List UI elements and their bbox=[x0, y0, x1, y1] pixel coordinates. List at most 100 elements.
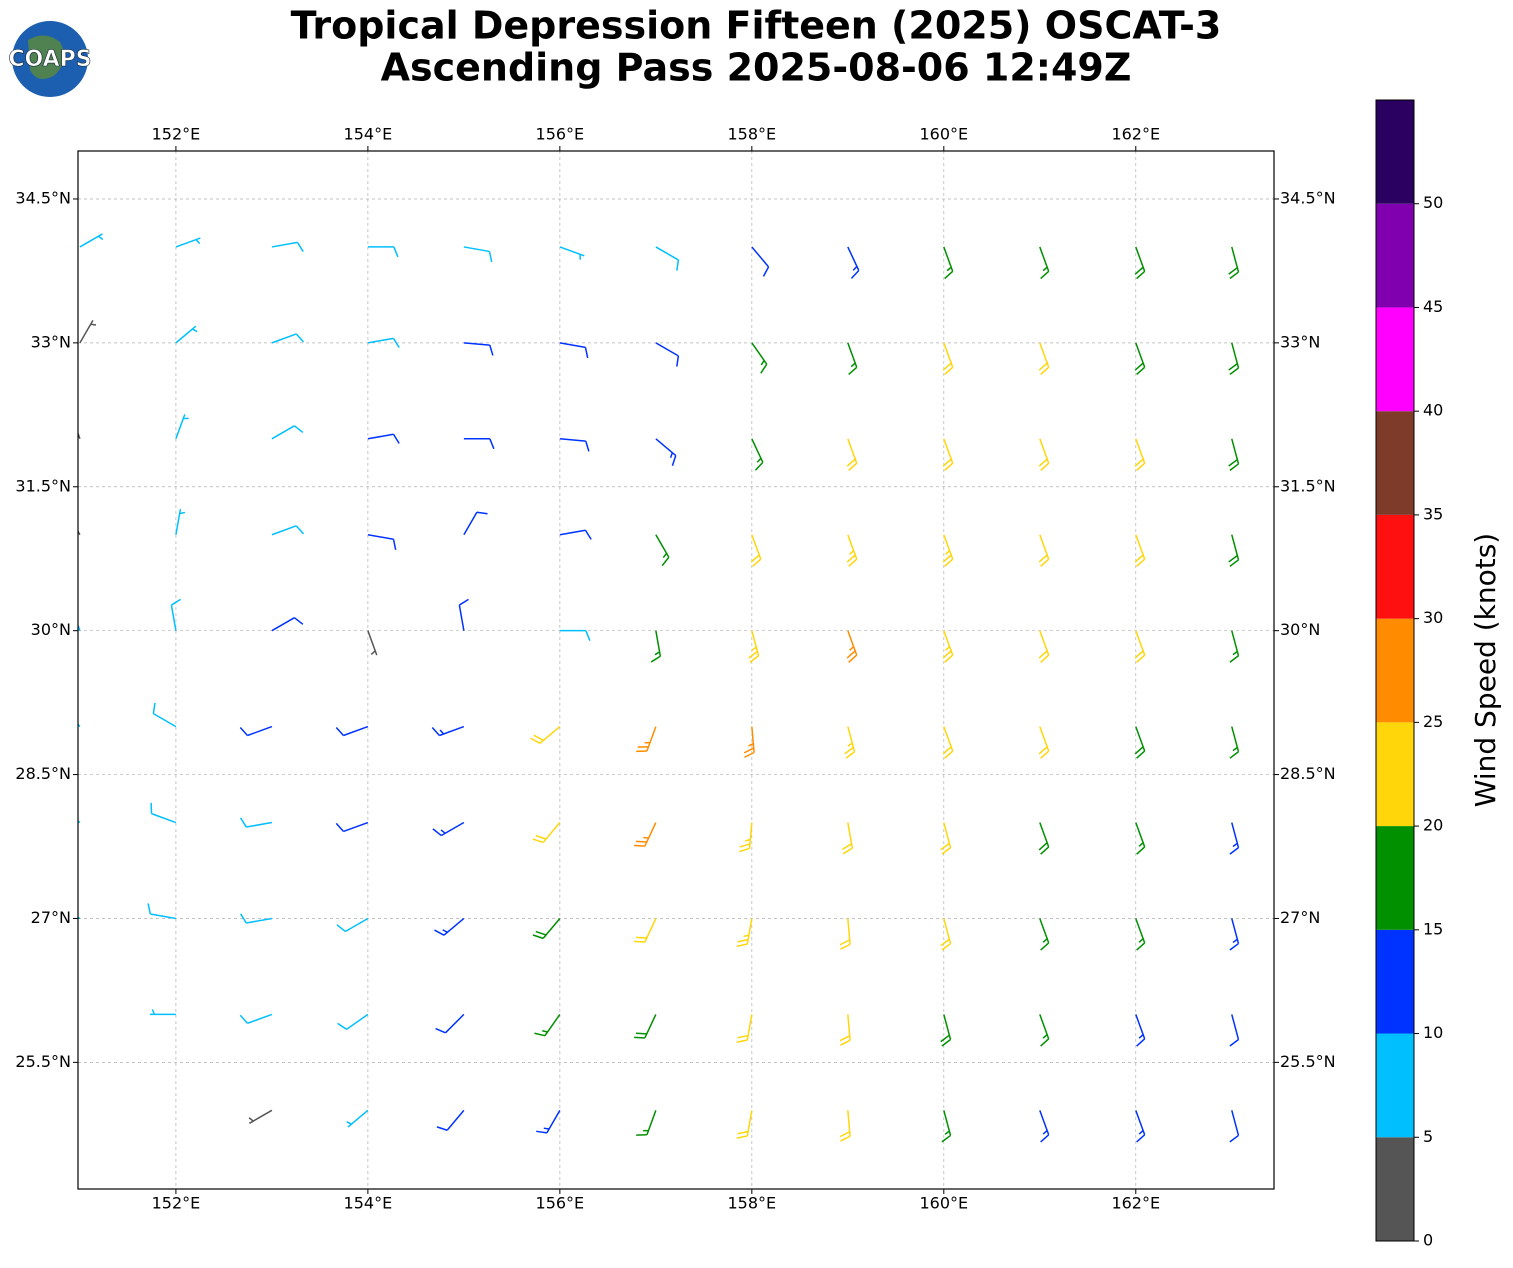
chart-subtitle: Ascending Pass 2025-08-06 12:49Z bbox=[381, 46, 1132, 90]
y-tick-label: 28.5°N bbox=[1280, 764, 1336, 783]
colorbar-bin bbox=[1376, 929, 1414, 1034]
x-tick-label: 154°E bbox=[344, 125, 393, 144]
colorbar-tick-label: 40 bbox=[1423, 401, 1443, 420]
wind-barb bbox=[636, 726, 657, 753]
wind-barb bbox=[1038, 438, 1050, 471]
wind-barb bbox=[175, 237, 201, 248]
x-tick-label: 152°E bbox=[152, 1194, 201, 1213]
wind-barb bbox=[559, 246, 585, 260]
wind-barb bbox=[432, 821, 465, 837]
wind-barb bbox=[1228, 438, 1240, 471]
colorbar-tick-label: 25 bbox=[1423, 712, 1443, 731]
wind-barb bbox=[367, 630, 378, 656]
wind-barb bbox=[942, 342, 954, 376]
wind-barb bbox=[532, 917, 561, 940]
wind-barb bbox=[736, 918, 753, 948]
wind-barb bbox=[367, 533, 397, 550]
wind-barb bbox=[271, 525, 305, 536]
plot-frame bbox=[77, 150, 1275, 1190]
wind-barb bbox=[1229, 726, 1240, 759]
wind-barb bbox=[1135, 1110, 1146, 1143]
wind-barb bbox=[942, 534, 954, 567]
wind-barb bbox=[751, 438, 764, 471]
wind-barb bbox=[655, 342, 680, 367]
colorbar-bin bbox=[1376, 826, 1414, 930]
wind-barb bbox=[650, 630, 662, 663]
wind-barb bbox=[239, 1013, 273, 1024]
wind-barb bbox=[79, 233, 104, 248]
colorbar-tick-label: 35 bbox=[1423, 504, 1443, 523]
wind-barb bbox=[147, 903, 177, 920]
colorbar-bin bbox=[1376, 618, 1414, 723]
wind-barb bbox=[1039, 246, 1050, 280]
colorbar-bin bbox=[1376, 100, 1414, 204]
chart-title: Tropical Depression Fifteen (2025) OSCAT… bbox=[291, 4, 1222, 48]
colorbar-bin bbox=[1376, 1033, 1414, 1138]
wind-barb bbox=[1134, 534, 1146, 567]
wind-barb bbox=[336, 917, 369, 933]
y-tick-label: 34.5°N bbox=[15, 188, 71, 207]
x-tick-label: 156°E bbox=[536, 125, 585, 144]
wind-barb bbox=[1134, 342, 1146, 376]
wind-barb bbox=[655, 438, 677, 466]
colorbar-bin bbox=[1376, 722, 1414, 827]
wind-barb bbox=[175, 508, 186, 535]
wind-barb bbox=[751, 342, 768, 374]
wind-barb bbox=[463, 246, 493, 263]
wind-barb bbox=[78, 819, 81, 824]
wind-barb bbox=[1228, 246, 1240, 280]
wind-barb bbox=[634, 918, 657, 943]
wind-barb bbox=[559, 629, 591, 641]
colorbar-frame bbox=[1375, 99, 1415, 1242]
colorbar-bin bbox=[1376, 203, 1414, 308]
wind-barb bbox=[1039, 1014, 1050, 1047]
logo-land bbox=[28, 35, 64, 79]
wind-barb bbox=[1229, 822, 1240, 855]
wind-barb bbox=[367, 246, 399, 258]
wind-barb bbox=[1038, 342, 1050, 376]
wind-barb bbox=[559, 342, 589, 359]
wind-barb bbox=[435, 1013, 465, 1034]
wind-barb bbox=[846, 630, 858, 663]
wind-barb bbox=[1229, 630, 1240, 663]
wind-barb bbox=[846, 438, 858, 471]
wind-barb bbox=[750, 534, 762, 567]
wind-barb bbox=[839, 1014, 851, 1046]
colorbar-bin bbox=[1376, 514, 1414, 619]
x-tick-label: 158°E bbox=[728, 125, 777, 144]
wind-barb bbox=[1228, 534, 1240, 567]
y-tick-label: 33°N bbox=[1280, 332, 1320, 351]
x-tick-label: 156°E bbox=[536, 1194, 585, 1213]
y-tick-label: 28.5°N bbox=[15, 764, 71, 783]
wind-barb bbox=[463, 438, 495, 450]
wind-barb bbox=[1229, 1110, 1240, 1143]
colorbar-tick-label: 30 bbox=[1423, 608, 1443, 627]
x-tick-label: 158°E bbox=[728, 1194, 777, 1213]
wind-barb bbox=[1039, 918, 1050, 951]
wind-barb bbox=[559, 438, 590, 452]
y-tick-label: 25.5°N bbox=[15, 1052, 71, 1071]
wind-barb bbox=[940, 822, 952, 855]
wind-barb bbox=[942, 630, 954, 663]
wind-barb bbox=[1135, 1014, 1146, 1047]
wind-barb bbox=[463, 511, 488, 536]
wind-barb bbox=[1134, 246, 1146, 280]
wind-barb bbox=[743, 726, 755, 759]
wind-barb bbox=[271, 333, 305, 344]
wind-barb bbox=[1229, 1014, 1240, 1047]
wind-barb bbox=[346, 1109, 369, 1128]
x-tick-label: 152°E bbox=[152, 125, 201, 144]
colorbar-tick-label: 20 bbox=[1423, 816, 1443, 835]
colorbar-tick-label: 15 bbox=[1423, 919, 1443, 938]
wind-barb bbox=[149, 1009, 176, 1016]
colorbar: 0 5 10 15 20 25 30 35 40 45 50 bbox=[1375, 99, 1443, 1250]
wind-barb bbox=[239, 913, 273, 924]
colorbar-label: Wind Speed (knots) bbox=[1469, 533, 1502, 807]
wind-barb bbox=[736, 1014, 753, 1043]
grid bbox=[78, 151, 1274, 1189]
wind-barb bbox=[1229, 918, 1240, 951]
wind-barb bbox=[335, 725, 369, 737]
wind-barb bbox=[839, 1110, 851, 1142]
wind-barb bbox=[150, 802, 177, 824]
wind-barb bbox=[940, 918, 952, 951]
